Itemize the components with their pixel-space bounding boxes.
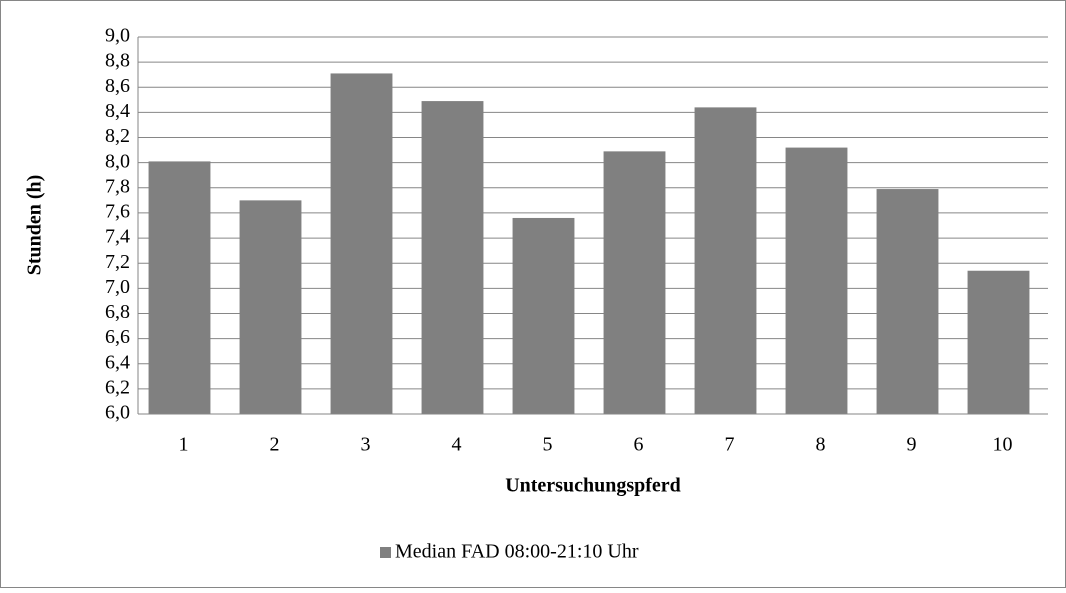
y-tick-label: 8,6 bbox=[105, 75, 130, 97]
x-axis-title: Untersuchungspferd bbox=[505, 475, 681, 497]
x-tick-label: 9 bbox=[907, 434, 917, 456]
y-tick-label: 8,4 bbox=[105, 100, 130, 122]
y-tick-label: 6,2 bbox=[105, 376, 130, 398]
bar bbox=[512, 217, 575, 414]
y-tick-label: 6,4 bbox=[105, 351, 130, 373]
bar bbox=[239, 200, 302, 414]
legend-label: Median FAD 08:00-21:10 Uhr bbox=[395, 541, 639, 563]
y-tick-label: 7,2 bbox=[105, 251, 130, 273]
x-tick-label: 5 bbox=[543, 434, 553, 456]
y-tick-label: 6,8 bbox=[105, 301, 130, 323]
legend-swatch bbox=[380, 547, 391, 558]
x-tick-label: 10 bbox=[993, 434, 1013, 456]
bar bbox=[876, 189, 939, 414]
y-tick-label: 8,0 bbox=[105, 150, 130, 172]
bar bbox=[967, 270, 1030, 414]
bar bbox=[330, 73, 393, 415]
y-tick-label: 7,0 bbox=[105, 276, 130, 298]
y-tick-label: 7,6 bbox=[105, 201, 130, 223]
bar bbox=[694, 107, 757, 414]
bar bbox=[148, 161, 211, 414]
y-tick-label: 8,2 bbox=[105, 125, 130, 147]
bar bbox=[785, 147, 848, 414]
x-tick-label: 3 bbox=[361, 434, 371, 456]
bar bbox=[603, 151, 666, 414]
y-tick-label: 7,4 bbox=[105, 226, 130, 248]
x-tick-label: 7 bbox=[725, 434, 735, 456]
bar bbox=[421, 101, 484, 414]
y-tick-label: 6,0 bbox=[105, 402, 130, 424]
x-tick-label: 8 bbox=[816, 434, 826, 456]
x-tick-label: 6 bbox=[634, 434, 644, 456]
y-axis-title: Stunden (h) bbox=[24, 175, 46, 276]
x-tick-label: 4 bbox=[452, 434, 462, 456]
y-tick-label: 7,8 bbox=[105, 175, 130, 197]
x-tick-label: 2 bbox=[270, 434, 280, 456]
y-tick-label: 8,8 bbox=[105, 50, 130, 72]
x-tick-label: 1 bbox=[179, 434, 189, 456]
y-tick-label: 9,0 bbox=[105, 25, 130, 47]
y-tick-label: 6,6 bbox=[105, 326, 130, 348]
